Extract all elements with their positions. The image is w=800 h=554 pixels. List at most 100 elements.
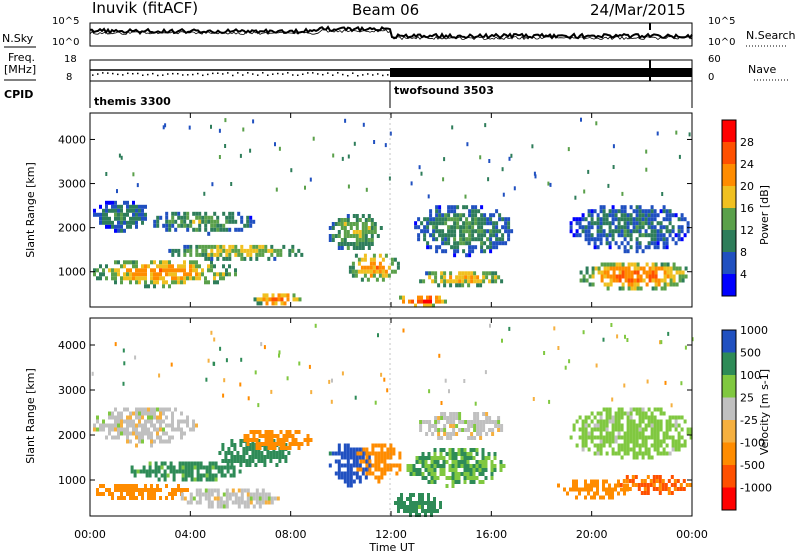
power-cells [93, 117, 691, 308]
heatmap-cell [610, 323, 613, 327]
heatmap-cell [180, 435, 183, 440]
heatmap-cell [481, 456, 485, 460]
heatmap-cell [647, 233, 651, 238]
heatmap-cell [216, 496, 220, 501]
heatmap-cell [246, 488, 250, 493]
heatmap-cell [457, 472, 461, 476]
heatmap-cell [459, 217, 463, 222]
power-colorbar-label: Power [dB] [758, 185, 771, 245]
heatmap-cell [189, 496, 193, 501]
heatmap-cell [599, 443, 603, 448]
heatmap-cell [204, 219, 208, 224]
heatmap-cell [623, 451, 627, 456]
heatmap-cell [126, 407, 129, 412]
heatmap-cell [633, 282, 637, 287]
heatmap-cell [129, 208, 132, 213]
heatmap-cell [593, 495, 596, 500]
heatmap-cell [453, 245, 457, 250]
heatmap-cell [493, 452, 497, 456]
heatmap-cell [553, 326, 556, 331]
heatmap-cell [596, 225, 600, 230]
heatmap-cell [447, 205, 451, 210]
heatmap-cell [228, 252, 232, 257]
heatmap-cell [445, 452, 449, 456]
heatmap-cell [392, 463, 396, 468]
heatmap-cell [138, 423, 141, 428]
heatmap-cell [493, 464, 497, 468]
heatmap-cell [228, 219, 232, 224]
heatmap-cell [372, 273, 376, 278]
heatmap-cell [659, 427, 663, 432]
heatmap-cell [165, 439, 168, 444]
heatmap-cell [195, 492, 199, 497]
heatmap-cell [380, 443, 384, 448]
heatmap-cell [117, 208, 120, 213]
heatmap-cell [427, 480, 431, 484]
heatmap-cell [138, 216, 141, 221]
heatmap-cell [153, 439, 156, 444]
heatmap-cell [632, 419, 636, 424]
heatmap-cell [664, 483, 668, 487]
heatmap-cell [258, 504, 262, 509]
heatmap-cell [114, 415, 117, 420]
heatmap-cell [653, 431, 657, 436]
colorbar-segment [722, 164, 736, 186]
heatmap-cell [159, 439, 162, 444]
header-date: 24/Mar/2015 [590, 1, 686, 19]
heatmap-cell [226, 465, 230, 470]
heatmap-cell [433, 505, 436, 509]
heatmap-cell [207, 252, 211, 257]
heatmap-cell [210, 268, 213, 273]
heatmap-cell [572, 427, 576, 432]
heatmap-cell [599, 423, 603, 428]
heatmap-cell [581, 423, 585, 428]
heatmap-cell [599, 451, 603, 456]
heatmap-cell [489, 221, 493, 226]
heatmap-cell [383, 455, 387, 460]
heatmap-cell [665, 431, 669, 436]
heatmap-cell [623, 217, 627, 222]
heatmap-cell [599, 237, 603, 242]
heatmap-cell [644, 423, 648, 428]
heatmap-cell [150, 276, 153, 281]
heatmap-cell [477, 233, 481, 238]
heatmap-cell [437, 420, 441, 424]
heatmap-cell [352, 234, 356, 238]
freq-tick-bottom: 8 [66, 72, 73, 83]
heatmap-cell [466, 464, 470, 468]
heatmap-cell [418, 513, 421, 517]
heatmap-cell [180, 280, 183, 285]
heatmap-cell [228, 256, 232, 261]
heatmap-cell [468, 237, 472, 242]
heatmap-cell [216, 227, 220, 232]
heatmap-cell [374, 459, 378, 464]
heatmap-cell [328, 379, 331, 384]
heatmap-cell [635, 455, 639, 460]
heatmap-cell [254, 455, 258, 459]
heatmap-cell [141, 423, 144, 428]
heatmap-cell [466, 472, 470, 476]
heatmap-cell [465, 237, 469, 242]
heatmap-cell [165, 423, 168, 428]
heatmap-cell [123, 264, 126, 269]
heatmap-cell [397, 501, 400, 505]
heatmap-cell [460, 452, 464, 456]
heatmap-cell [371, 443, 375, 448]
heatmap-cell [376, 234, 380, 238]
heatmap-cell [234, 252, 238, 257]
heatmap-cell [451, 480, 455, 484]
heatmap-cell [467, 424, 471, 428]
heatmap-cell [282, 438, 286, 442]
heatmap-cell [590, 233, 594, 238]
x-tick-label: 12:00 [375, 528, 407, 541]
heatmap-cell [189, 248, 193, 253]
heatmap-cell [462, 225, 466, 230]
heatmap-cell [448, 464, 452, 468]
heatmap-cell [437, 432, 441, 436]
heatmap-cell [633, 262, 637, 267]
heatmap-cell [243, 500, 247, 505]
heatmap-cell [665, 443, 669, 448]
cpid-segment-2: twofsound 3503 [394, 84, 494, 97]
heatmap-cell [165, 227, 169, 232]
